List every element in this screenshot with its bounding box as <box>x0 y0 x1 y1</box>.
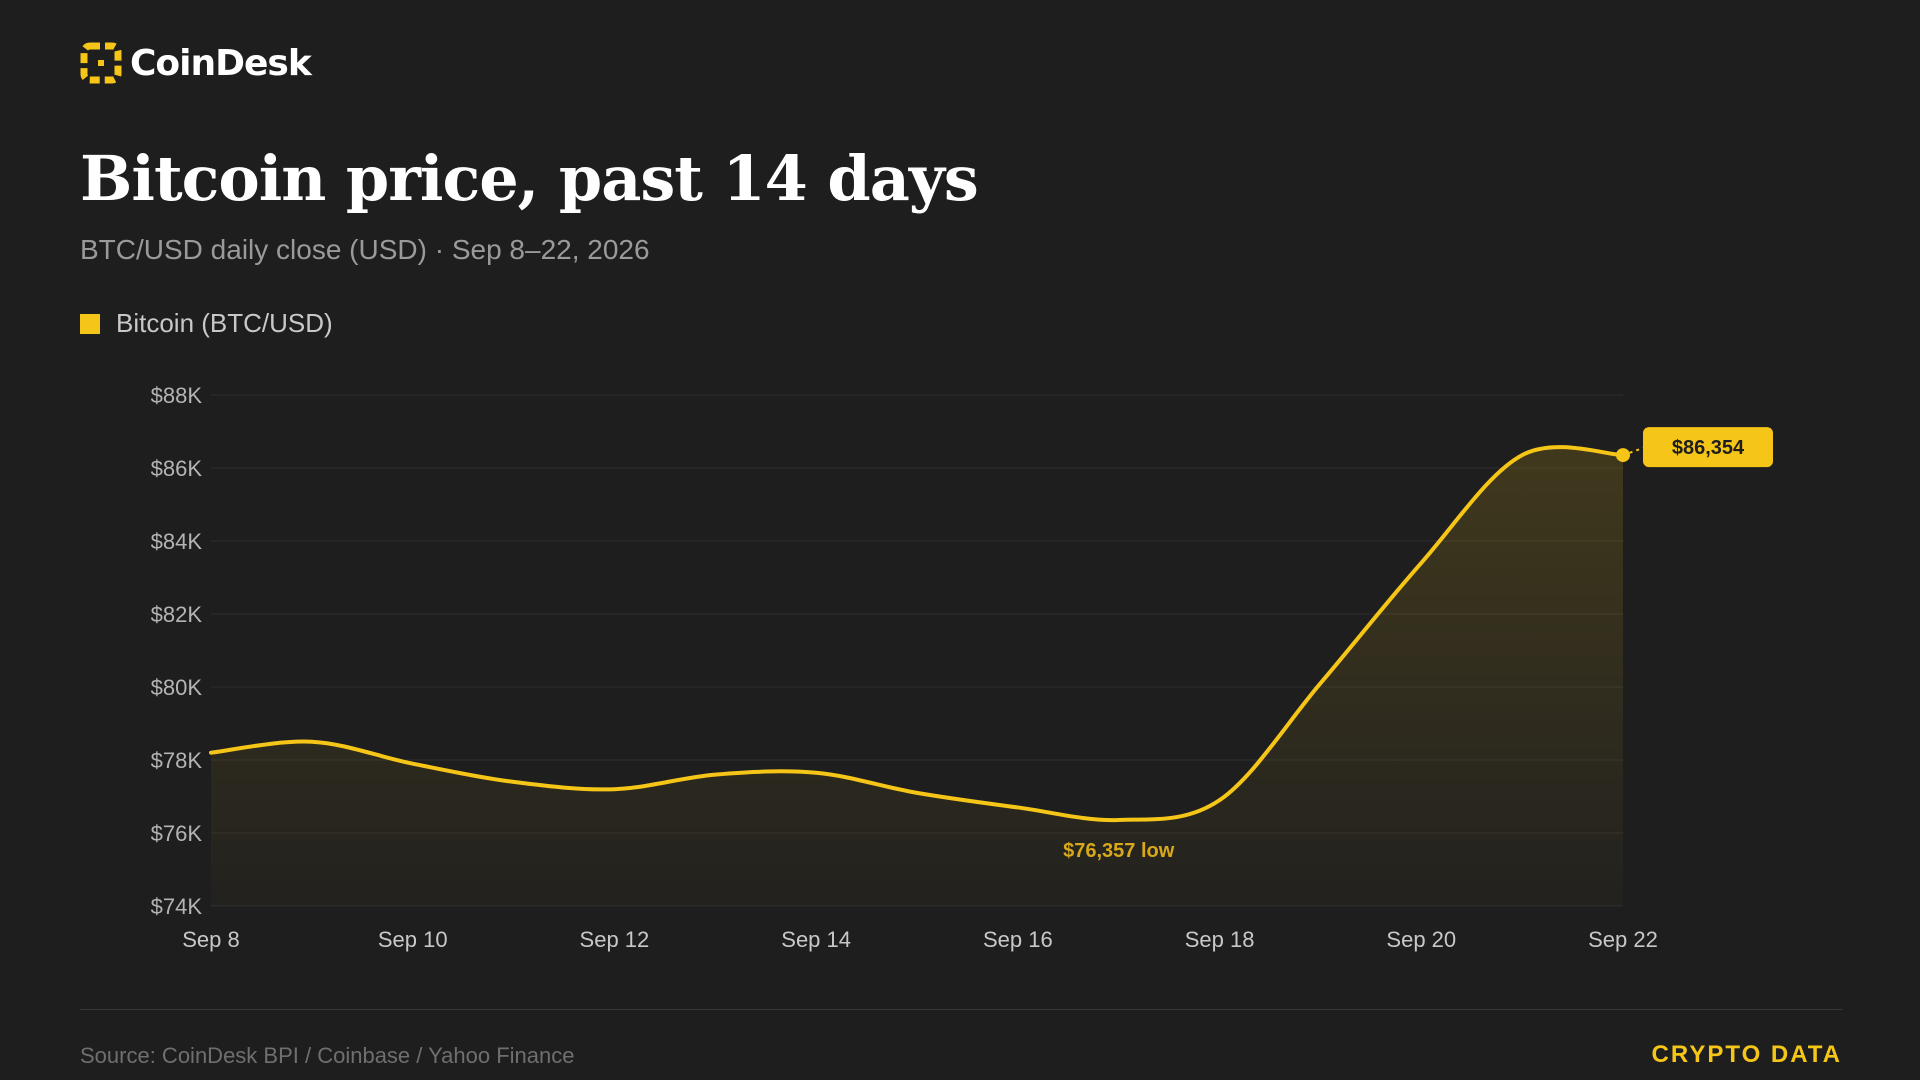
x-tick-label: Sep 8 <box>182 927 240 952</box>
price-area <box>211 447 1623 906</box>
y-tick-label: $76K <box>151 821 203 846</box>
chart-legend: Bitcoin (BTC/USD) <box>80 308 333 339</box>
y-tick-label: $80K <box>151 675 203 700</box>
data-point <box>1418 560 1424 566</box>
low-annotation: $76,357 low <box>1063 840 1175 862</box>
section-tag[interactable]: CRYPTO DATA <box>1651 1041 1842 1068</box>
data-point <box>1519 452 1525 458</box>
x-tick-label: Sep 22 <box>1588 927 1658 952</box>
chart-title: Bitcoin price, past 14 days <box>80 142 979 215</box>
legend-swatch <box>80 313 100 334</box>
brand-name: CoinDesk <box>130 42 312 84</box>
data-point <box>1217 797 1223 803</box>
data-point <box>712 772 718 778</box>
data-point <box>208 750 214 756</box>
x-tick-label: Sep 10 <box>378 927 448 952</box>
y-tick-label: $84K <box>151 529 203 554</box>
last-value-label: $86,354 <box>1672 437 1745 459</box>
data-point <box>1317 680 1323 686</box>
chart-subtitle: BTC/USD daily close (USD) · Sep 8–22, 20… <box>80 234 650 265</box>
data-point <box>1015 804 1021 810</box>
x-tick-label: Sep 12 <box>580 927 650 952</box>
data-point <box>410 761 416 767</box>
legend-label: Bitcoin (BTC/USD) <box>116 308 333 338</box>
price-chart: $74K$76K$78K$80K$82K$84K$86K$88K Sep 8 Se… <box>151 383 1773 952</box>
y-tick-label: $74K <box>151 894 203 919</box>
source-credit: Source: CoinDesk BPI / Coinbase / Yahoo … <box>80 1043 575 1068</box>
data-point <box>813 770 819 776</box>
y-tick-label: $78K <box>151 748 203 773</box>
y-tick-label: $82K <box>151 602 203 627</box>
x-tick-label: Sep 16 <box>983 927 1053 952</box>
x-tick-label: Sep 18 <box>1185 927 1255 952</box>
y-tick-label: $88K <box>151 383 203 408</box>
data-point <box>511 779 517 785</box>
x-tick-label: Sep 20 <box>1386 927 1456 952</box>
data-point <box>309 739 315 745</box>
x-tick-label: Sep 14 <box>781 927 851 952</box>
data-point <box>611 786 617 792</box>
price-line <box>209 445 1625 823</box>
last-value-badge <box>1643 427 1773 468</box>
last-value-dot <box>1616 448 1630 463</box>
data-point <box>1116 817 1122 823</box>
coindesk-logo-icon <box>80 42 122 84</box>
y-axis: $74K $76K $78K $80K $82K $84K $86K $88K <box>151 383 203 919</box>
y-tick-label: $86K <box>151 456 203 481</box>
footer-divider <box>80 1009 1842 1010</box>
x-axis: Sep 8 Sep 10 Sep 12 Sep 14 Sep 16 Sep 18 Sep 2… <box>182 927 1658 952</box>
brand-logo[interactable]: CoinDesk <box>80 42 312 84</box>
data-point <box>914 790 920 796</box>
